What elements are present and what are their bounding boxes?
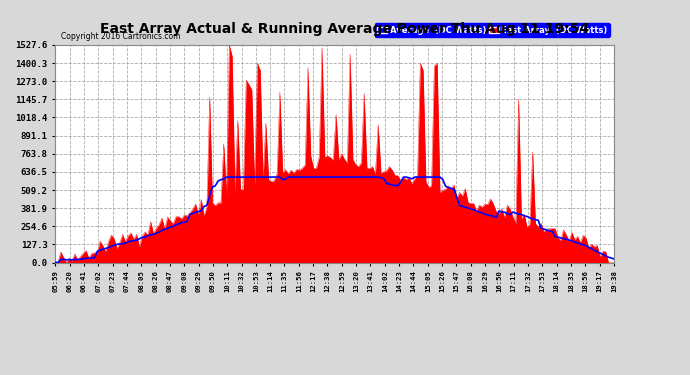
- Legend: Average  (DC Watts), East Array  (DC Watts): Average (DC Watts), East Array (DC Watts…: [375, 23, 610, 37]
- Text: Copyright 2016 Cartronics.com: Copyright 2016 Cartronics.com: [61, 32, 180, 40]
- Text: East Array Actual & Running Average Power Thu Aug 11 19:54: East Array Actual & Running Average Powe…: [101, 22, 589, 36]
